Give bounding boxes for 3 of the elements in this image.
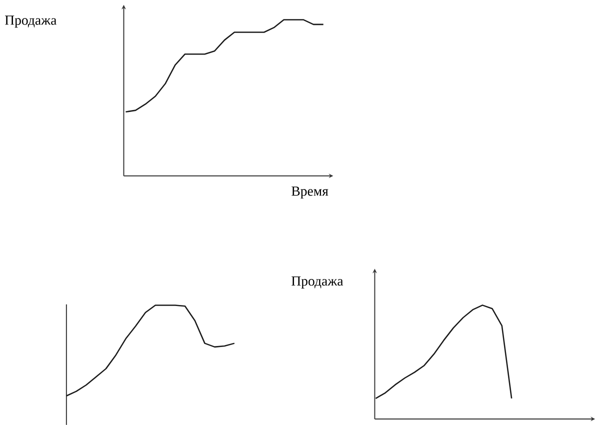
y-axis-title: Продажа <box>292 276 344 288</box>
y-axis-title: Продажа <box>5 15 57 28</box>
x-axis-title: Время <box>292 186 328 198</box>
